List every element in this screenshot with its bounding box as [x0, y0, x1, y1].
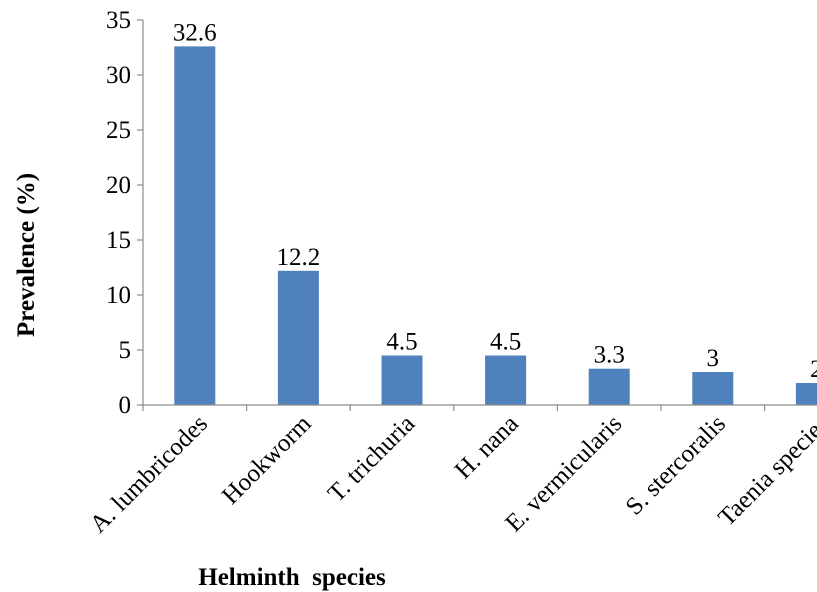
- bar: [692, 372, 734, 405]
- y-tick-label: 15: [106, 227, 131, 254]
- y-tick-label: 10: [106, 282, 131, 309]
- category-label: H. nana: [450, 410, 524, 484]
- data-labels: 32.6 12.2 4.5 4.5 3.3 3 2: [173, 19, 817, 383]
- category-labels: A. lumbricodes Hookworm T. trichuria H. nan…: [85, 410, 817, 538]
- data-label: 3: [707, 345, 720, 372]
- x-axis-title: Helminth species: [198, 564, 386, 591]
- bar: [277, 270, 319, 405]
- data-label: 12.2: [277, 244, 321, 271]
- data-label: 32.6: [173, 19, 217, 46]
- y-tick-label: 0: [119, 392, 132, 419]
- category-label: Hookworm: [217, 410, 317, 510]
- y-axis-ticks: 0 5 10 15 20 25 30 35: [106, 7, 143, 419]
- bar: [588, 368, 630, 405]
- bar: [174, 46, 216, 406]
- y-tick-label: 5: [119, 337, 132, 364]
- y-tick-label: 20: [106, 172, 131, 199]
- category-label: T. trichuria: [323, 410, 420, 507]
- data-label: 3.3: [594, 342, 625, 369]
- bars: [174, 46, 817, 406]
- bar: [485, 355, 527, 405]
- y-axis-title: Prevalence (%): [13, 173, 40, 337]
- y-tick-label: 25: [106, 117, 131, 144]
- data-label: 4.5: [490, 329, 521, 356]
- bar: [381, 355, 423, 405]
- x-axis-ticks: [142, 405, 766, 411]
- y-tick-label: 30: [106, 62, 131, 89]
- bar: [795, 383, 817, 405]
- category-label: S. stercoralis: [621, 410, 731, 520]
- data-label: 2: [810, 356, 817, 383]
- y-tick-label: 35: [106, 7, 131, 34]
- category-label: A. lumbricodes: [85, 410, 213, 538]
- data-label: 4.5: [386, 329, 417, 356]
